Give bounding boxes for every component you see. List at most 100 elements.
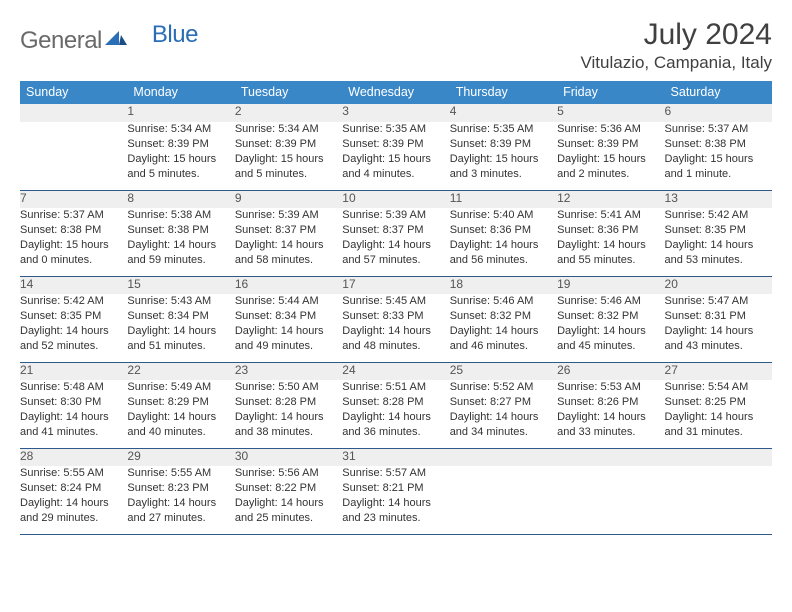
- sunrise-text: Sunrise: 5:49 AM: [127, 380, 234, 395]
- day-number-row: 78910111213: [20, 190, 772, 208]
- day-number-cell: [20, 104, 127, 122]
- day2-text: and 34 minutes.: [450, 425, 557, 440]
- day-number: 21: [20, 363, 33, 377]
- day-number: 12: [557, 191, 570, 205]
- sunrise-text: Sunrise: 5:34 AM: [127, 122, 234, 137]
- day-number: 5: [557, 104, 564, 118]
- day2-text: and 56 minutes.: [450, 253, 557, 268]
- day-number-cell: 6: [665, 104, 772, 122]
- day-number-cell: [450, 448, 557, 466]
- day2-text: and 4 minutes.: [342, 167, 449, 182]
- day-number: 30: [235, 449, 248, 463]
- day1-text: Daylight: 14 hours: [20, 410, 127, 425]
- sunset-text: Sunset: 8:25 PM: [665, 395, 772, 410]
- day1-text: Daylight: 14 hours: [557, 410, 664, 425]
- sunset-text: Sunset: 8:39 PM: [342, 137, 449, 152]
- day-info-cell: Sunrise: 5:45 AMSunset: 8:33 PMDaylight:…: [342, 294, 449, 362]
- day-number: 20: [665, 277, 678, 291]
- day-info-cell: Sunrise: 5:56 AMSunset: 8:22 PMDaylight:…: [235, 466, 342, 534]
- day1-text: Daylight: 14 hours: [450, 410, 557, 425]
- day1-text: Daylight: 14 hours: [127, 324, 234, 339]
- sunset-text: Sunset: 8:35 PM: [20, 309, 127, 324]
- day2-text: and 1 minute.: [665, 167, 772, 182]
- day-info-cell: Sunrise: 5:54 AMSunset: 8:25 PMDaylight:…: [665, 380, 772, 448]
- day1-text: Daylight: 15 hours: [450, 152, 557, 167]
- day-number-cell: 5: [557, 104, 664, 122]
- day-number-cell: 14: [20, 276, 127, 294]
- day2-text: and 2 minutes.: [557, 167, 664, 182]
- day-number: 6: [665, 104, 672, 118]
- sunrise-text: Sunrise: 5:55 AM: [127, 466, 234, 481]
- day-number-cell: 18: [450, 276, 557, 294]
- day-info-cell: Sunrise: 5:49 AMSunset: 8:29 PMDaylight:…: [127, 380, 234, 448]
- sunset-text: Sunset: 8:36 PM: [557, 223, 664, 238]
- day1-text: Daylight: 14 hours: [450, 238, 557, 253]
- day-number: 16: [235, 277, 248, 291]
- sunrise-text: Sunrise: 5:43 AM: [127, 294, 234, 309]
- day-number: 14: [20, 277, 33, 291]
- sunrise-text: Sunrise: 5:51 AM: [342, 380, 449, 395]
- day-number: 4: [450, 104, 457, 118]
- sunrise-text: Sunrise: 5:54 AM: [665, 380, 772, 395]
- sunrise-text: Sunrise: 5:38 AM: [127, 208, 234, 223]
- day-info-cell: Sunrise: 5:50 AMSunset: 8:28 PMDaylight:…: [235, 380, 342, 448]
- sunrise-text: Sunrise: 5:34 AM: [235, 122, 342, 137]
- sunrise-text: Sunrise: 5:40 AM: [450, 208, 557, 223]
- day-number-row: 14151617181920: [20, 276, 772, 294]
- day-info-cell: Sunrise: 5:36 AMSunset: 8:39 PMDaylight:…: [557, 122, 664, 190]
- sunrise-text: Sunrise: 5:44 AM: [235, 294, 342, 309]
- sunrise-text: Sunrise: 5:39 AM: [235, 208, 342, 223]
- sunrise-text: Sunrise: 5:46 AM: [450, 294, 557, 309]
- sunset-text: Sunset: 8:34 PM: [235, 309, 342, 324]
- day1-text: Daylight: 14 hours: [450, 324, 557, 339]
- day1-text: Daylight: 14 hours: [127, 238, 234, 253]
- day1-text: Daylight: 14 hours: [665, 410, 772, 425]
- sunrise-text: Sunrise: 5:46 AM: [557, 294, 664, 309]
- day-info-cell: Sunrise: 5:48 AMSunset: 8:30 PMDaylight:…: [20, 380, 127, 448]
- day-number-cell: 24: [342, 362, 449, 380]
- day-number: 18: [450, 277, 463, 291]
- day2-text: and 48 minutes.: [342, 339, 449, 354]
- day2-text: and 23 minutes.: [342, 511, 449, 526]
- day-info-row: Sunrise: 5:34 AMSunset: 8:39 PMDaylight:…: [20, 122, 772, 190]
- weekday-header: Monday: [127, 81, 234, 104]
- sunset-text: Sunset: 8:36 PM: [450, 223, 557, 238]
- day1-text: Daylight: 14 hours: [342, 410, 449, 425]
- day-number-cell: 25: [450, 362, 557, 380]
- day1-text: Daylight: 14 hours: [20, 496, 127, 511]
- day-info-cell: Sunrise: 5:42 AMSunset: 8:35 PMDaylight:…: [665, 208, 772, 276]
- day-number: 24: [342, 363, 355, 377]
- title-block: July 2024 Vitulazio, Campania, Italy: [580, 18, 772, 73]
- day-number-cell: 7: [20, 190, 127, 208]
- day-number: 8: [127, 191, 134, 205]
- day-number: 23: [235, 363, 248, 377]
- day-number-cell: 23: [235, 362, 342, 380]
- day2-text: and 41 minutes.: [20, 425, 127, 440]
- sunset-text: Sunset: 8:39 PM: [235, 137, 342, 152]
- day2-text: and 46 minutes.: [450, 339, 557, 354]
- day-info-cell: Sunrise: 5:51 AMSunset: 8:28 PMDaylight:…: [342, 380, 449, 448]
- sunset-text: Sunset: 8:37 PM: [235, 223, 342, 238]
- sunrise-text: Sunrise: 5:35 AM: [450, 122, 557, 137]
- day-info-row: Sunrise: 5:42 AMSunset: 8:35 PMDaylight:…: [20, 294, 772, 362]
- day-info-cell: [665, 466, 772, 534]
- day-info-cell: Sunrise: 5:43 AMSunset: 8:34 PMDaylight:…: [127, 294, 234, 362]
- day-number-cell: 22: [127, 362, 234, 380]
- sunrise-text: Sunrise: 5:45 AM: [342, 294, 449, 309]
- day-number: 3: [342, 104, 349, 118]
- day-number-cell: 19: [557, 276, 664, 294]
- day-number-cell: 15: [127, 276, 234, 294]
- sunset-text: Sunset: 8:28 PM: [235, 395, 342, 410]
- logo-mark-icon: [105, 24, 127, 52]
- month-title: July 2024: [580, 18, 772, 51]
- day-number-cell: 27: [665, 362, 772, 380]
- day1-text: Daylight: 14 hours: [557, 238, 664, 253]
- day-number: 2: [235, 104, 242, 118]
- day-number: 25: [450, 363, 463, 377]
- day2-text: and 52 minutes.: [20, 339, 127, 354]
- day2-text: and 49 minutes.: [235, 339, 342, 354]
- day2-text: and 0 minutes.: [20, 253, 127, 268]
- day1-text: Daylight: 14 hours: [20, 324, 127, 339]
- sunrise-text: Sunrise: 5:37 AM: [20, 208, 127, 223]
- day-info-cell: Sunrise: 5:37 AMSunset: 8:38 PMDaylight:…: [20, 208, 127, 276]
